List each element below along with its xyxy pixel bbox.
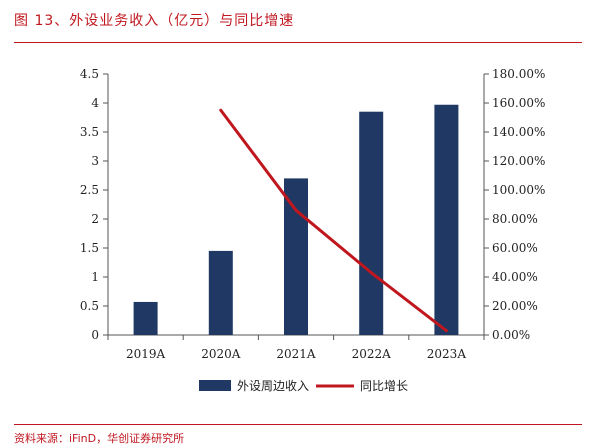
footer-divider bbox=[14, 424, 582, 425]
x-tick-label: 2019A bbox=[126, 347, 166, 361]
right-tick-label: 100.00% bbox=[492, 183, 545, 197]
legend-swatch-revenue bbox=[199, 380, 231, 391]
left-tick-label: 2 bbox=[91, 212, 99, 226]
combo-chart: 0 0.5 1 1.5 2 2.5 3 3.5 4 4.5 0.00% 20.00% 40.00% 60.… bbox=[80, 67, 545, 393]
bar-revenue bbox=[359, 111, 384, 335]
right-tick-label: 140.00% bbox=[492, 125, 545, 139]
legend-label-growth: 同比增长 bbox=[360, 379, 408, 393]
left-tick-label: 4.5 bbox=[80, 67, 99, 81]
left-tick-label: 0 bbox=[91, 328, 99, 342]
right-tick-label: 60.00% bbox=[492, 241, 538, 255]
x-tick-label: 2023A bbox=[427, 347, 467, 361]
bar-revenue bbox=[434, 104, 459, 336]
right-tick-label: 120.00% bbox=[492, 154, 545, 168]
right-tick-label: 80.00% bbox=[492, 212, 538, 226]
source-note: 资料来源：iFinD，华创证券研究所 bbox=[14, 432, 185, 445]
x-tick-label: 2022A bbox=[352, 347, 392, 361]
bar-revenue bbox=[208, 250, 233, 335]
right-tick-label: 180.00% bbox=[492, 67, 545, 81]
left-tick-label: 0.5 bbox=[80, 299, 99, 313]
legend-label-revenue: 外设周边收入 bbox=[237, 379, 309, 393]
title-divider bbox=[14, 42, 582, 43]
left-tick-label: 2.5 bbox=[80, 183, 99, 197]
right-tick-label: 0.00% bbox=[492, 328, 530, 342]
bar-revenue bbox=[133, 301, 158, 335]
left-tick-label: 1.5 bbox=[80, 241, 99, 255]
left-tick-label: 1 bbox=[91, 270, 99, 284]
x-tick-label: 2021A bbox=[276, 347, 316, 361]
right-tick-label: 40.00% bbox=[492, 270, 538, 284]
left-tick-label: 3.5 bbox=[80, 125, 99, 139]
line-yoy-growth bbox=[219, 108, 448, 333]
x-tick-label: 2020A bbox=[201, 347, 241, 361]
right-tick-label: 20.00% bbox=[492, 299, 538, 313]
figure-title: 图 13、外设业务收入（亿元）与同比增速 bbox=[14, 13, 295, 29]
bar-revenue bbox=[284, 178, 308, 335]
left-tick-label: 4 bbox=[91, 96, 99, 110]
left-tick-label: 3 bbox=[91, 154, 99, 168]
right-tick-label: 160.00% bbox=[492, 96, 545, 110]
